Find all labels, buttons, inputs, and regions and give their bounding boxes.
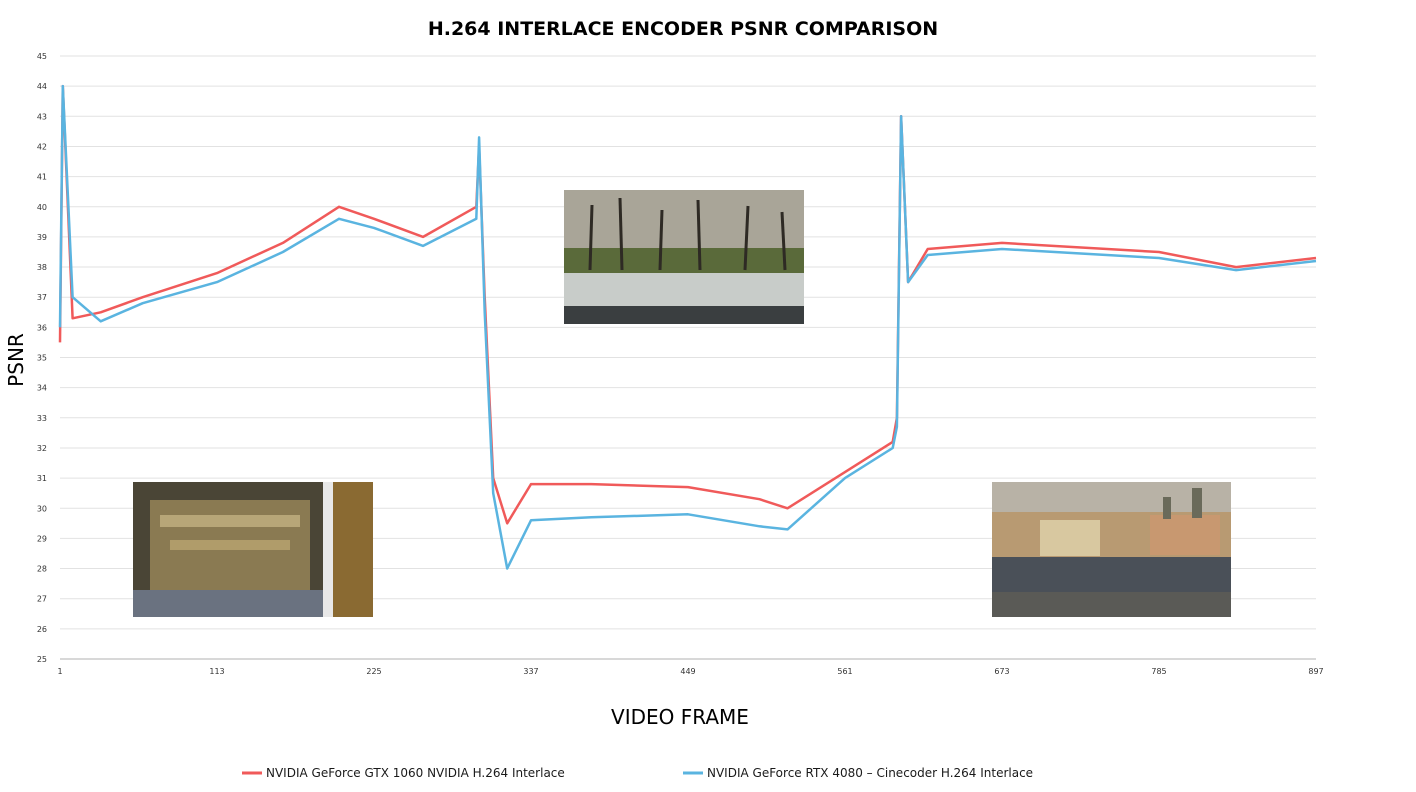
x-tick-label: 785 [1151, 667, 1166, 676]
y-tick-label: 36 [37, 323, 47, 332]
y-tick-label: 45 [37, 52, 47, 61]
y-axis-title: PSNR [4, 333, 28, 387]
legend-label-series-1: NVIDIA GeForce GTX 1060 NVIDIA H.264 Int… [266, 766, 565, 780]
y-tick-label: 32 [37, 444, 47, 453]
y-tick-label: 34 [37, 384, 47, 393]
y-tick-label: 41 [37, 173, 47, 182]
y-tick-label: 42 [37, 142, 47, 151]
y-tick-label: 39 [37, 233, 47, 242]
y-tick-label: 29 [37, 534, 47, 543]
x-tick-label: 225 [366, 667, 381, 676]
x-tick-label: 449 [680, 667, 695, 676]
x-tick-label: 113 [209, 667, 224, 676]
y-tick-label: 30 [37, 504, 47, 513]
y-tick-label: 38 [37, 263, 47, 272]
y-tick-label: 25 [37, 655, 47, 664]
chart-title: H.264 INTERLACE ENCODER PSNR COMPARISON [428, 18, 938, 40]
y-tick-label: 35 [37, 354, 47, 363]
y-tick-label: 26 [37, 625, 47, 634]
y-tick-label: 40 [37, 203, 47, 212]
y-tick-label: 37 [37, 293, 47, 302]
x-tick-label: 1 [57, 667, 62, 676]
x-tick-label: 561 [837, 667, 852, 676]
x-tick-label: 897 [1308, 667, 1323, 676]
y-tick-label: 33 [37, 414, 47, 423]
x-axis-title: VIDEO FRAME [611, 705, 749, 729]
park-scene-image [564, 190, 804, 324]
y-tick-label: 43 [37, 112, 47, 121]
y-tick-label: 44 [37, 82, 47, 91]
y-tick-label: 27 [37, 595, 47, 604]
x-axis-ticks: 1 113 225 337 449 561 673 785 897 [57, 667, 1323, 676]
series-line-2 [58, 84, 1317, 570]
series-lines [58, 84, 1317, 570]
y-tick-label: 28 [37, 565, 47, 574]
legend: NVIDIA GeForce GTX 1060 NVIDIA H.264 Int… [242, 766, 1033, 780]
city-scene-image [992, 482, 1231, 617]
x-tick-label: 337 [523, 667, 538, 676]
y-axis-ticks: 25 26 27 28 29 30 31 32 33 34 35 36 37 38 39 40 41 42 43 44… [37, 52, 47, 664]
x-tick-label: 673 [994, 667, 1009, 676]
legend-label-series-2: NVIDIA GeForce RTX 4080 – Cinecoder H.26… [707, 766, 1033, 780]
y-tick-label: 31 [37, 474, 47, 483]
ship-scene-image [133, 482, 373, 617]
